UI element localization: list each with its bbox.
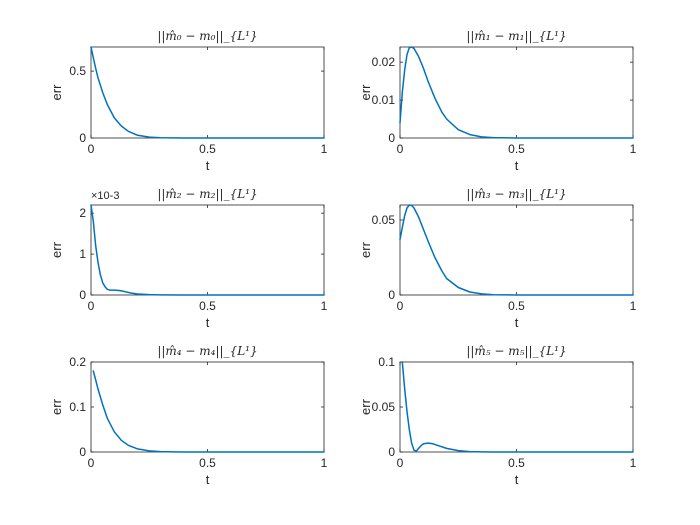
x-tick-label: 0.5 <box>199 142 216 156</box>
x-axis-label: t <box>515 158 519 173</box>
y-tick-label: 0 <box>79 445 86 459</box>
series-line <box>90 204 325 296</box>
y-tick-label: 0.2 <box>69 355 86 369</box>
x-axis-label: t <box>515 472 519 487</box>
axes-box <box>90 46 325 139</box>
series-line <box>92 370 325 453</box>
x-tick-label: 1 <box>630 456 637 470</box>
y-tick-label: 0.1 <box>378 355 395 369</box>
x-tick-label: 0.5 <box>508 142 525 156</box>
x-axis-label: t <box>206 158 210 173</box>
y-tick-label: 1 <box>79 247 86 261</box>
y-tick-label: 0 <box>79 288 86 302</box>
series-line <box>399 204 634 296</box>
subplot-title: ||m̂₄ − m₄||_{L¹} <box>157 344 257 358</box>
subplot-title: ||m̂₅ − m₅||_{L¹} <box>466 344 566 358</box>
y-tick-label: 0.02 <box>372 55 396 69</box>
subplot-1: 0 0.5 1 0 0.01 0.02 t err ||m̂₁ − m₁||_{L¹} <box>358 29 637 173</box>
x-tick-label: 0 <box>88 456 95 470</box>
x-tick-label: 0.5 <box>508 456 525 470</box>
subplot-4: 0 0.5 1 0 0.1 0.2 t err ||m̂₄ − m₄||_{L¹} <box>49 344 328 487</box>
x-tick-label: 1 <box>321 299 328 313</box>
x-tick-label: 1 <box>630 299 637 313</box>
y-axis-label: err <box>358 84 373 101</box>
y-axis-label: err <box>49 398 64 415</box>
x-axis-label: t <box>515 315 519 330</box>
subplot-title: ||m̂₁ − m₁||_{L¹} <box>466 29 566 43</box>
subplot-0: 0 0.5 1 0 0.5 t err ||m̂₀ − m₀||_{L¹} <box>49 29 328 173</box>
y-tick-label: 2 <box>79 206 86 220</box>
axes-box <box>399 46 634 139</box>
y-tick-label: 0 <box>388 131 395 145</box>
x-axis-label: t <box>206 472 210 487</box>
subplot-title: ||m̂₀ − m₀||_{L¹} <box>157 29 257 43</box>
axes-box <box>399 361 634 453</box>
y-tick-label: 0.01 <box>372 93 396 107</box>
x-tick-label: 0.5 <box>508 299 525 313</box>
x-tick-label: 0 <box>88 142 95 156</box>
series-line <box>90 46 325 139</box>
x-tick-label: 0 <box>88 299 95 313</box>
subplot-title: ||m̂₃ − m₃||_{L¹} <box>466 187 566 201</box>
x-tick-label: 0 <box>397 142 404 156</box>
axes-box <box>90 204 325 296</box>
y-tick-label: 0 <box>388 288 395 302</box>
subplot-title: ||m̂₂ − m₂||_{L¹} <box>157 187 257 201</box>
y-axis-label: err <box>358 241 373 258</box>
x-tick-label: 0.5 <box>199 299 216 313</box>
y-axis-label: err <box>358 398 373 415</box>
y-tick-label: 0.05 <box>372 400 396 414</box>
x-axis-label: t <box>206 315 210 330</box>
y-axis-label: err <box>49 84 64 101</box>
y-tick-label: 0 <box>79 131 86 145</box>
series-line <box>401 361 634 453</box>
y-exponent-label: ×10-3 <box>91 190 119 202</box>
x-tick-label: 1 <box>321 456 328 470</box>
x-tick-label: 0 <box>397 299 404 313</box>
x-tick-label: 0.5 <box>199 456 216 470</box>
axes-box <box>90 361 325 453</box>
x-tick-label: 1 <box>630 142 637 156</box>
y-tick-label: 0.05 <box>372 213 396 227</box>
x-tick-label: 0 <box>397 456 404 470</box>
y-tick-label: 0.1 <box>69 400 86 414</box>
series-line <box>399 46 634 139</box>
x-tick-label: 1 <box>321 142 328 156</box>
axes-box <box>399 204 634 296</box>
y-axis-label: err <box>49 241 64 258</box>
y-tick-label: 0.5 <box>69 64 86 78</box>
y-tick-label: 0 <box>388 445 395 459</box>
subplot-5: 0 0.5 1 0 0.05 0.1 t err ||m̂₅ − m₅||_{L¹} <box>358 344 637 487</box>
subplot-3: 0 0.5 1 0 0.05 t err ||m̂₃ − m₃||_{L¹} <box>358 187 637 330</box>
subplot-2: 0 0.5 1 0 1 2 ×10-3 t err ||m̂₂ − m₂||_{L¹} <box>49 187 328 330</box>
